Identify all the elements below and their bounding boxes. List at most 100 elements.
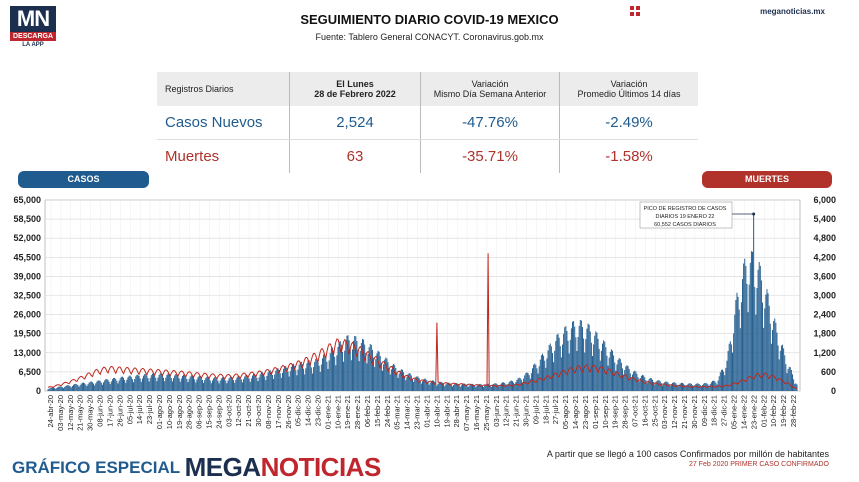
- x-tick-label: 12-oct-20: [234, 395, 243, 427]
- y-tick-left: 65,000: [13, 195, 41, 205]
- bar-casos: [679, 383, 681, 391]
- x-tick-label: 15-feb-21: [373, 395, 382, 427]
- bar-casos: [194, 379, 196, 391]
- bar-casos: [475, 387, 477, 391]
- bar-casos: [664, 382, 666, 391]
- bar-casos: [53, 387, 55, 391]
- bar-casos: [586, 328, 588, 391]
- bar-casos: [684, 384, 686, 391]
- x-tick-label: 23-mar-21: [413, 395, 422, 430]
- bar-casos: [775, 322, 777, 391]
- x-tick-label: 23-jul-20: [145, 395, 154, 424]
- bar-casos: [129, 375, 131, 391]
- bar-casos: [105, 379, 107, 391]
- bar-casos: [337, 346, 339, 391]
- bar-casos: [646, 383, 648, 391]
- bar-casos: [595, 331, 597, 391]
- bar-casos: [173, 378, 175, 391]
- bar-casos: [123, 377, 125, 391]
- bar-casos: [606, 355, 608, 391]
- bar-casos: [101, 384, 103, 391]
- bar-casos: [379, 356, 381, 391]
- x-tick-label: 10-ene-21: [333, 395, 342, 429]
- bar-casos: [583, 338, 585, 391]
- bar-casos: [404, 375, 406, 391]
- bar-casos: [121, 376, 123, 391]
- bar-casos: [309, 362, 311, 391]
- bar-casos: [447, 382, 449, 391]
- bar-casos: [574, 326, 576, 391]
- bar-casos: [237, 376, 239, 391]
- casos-label: Casos Nuevos: [157, 106, 290, 140]
- bar-casos: [526, 372, 528, 391]
- bar-casos: [367, 354, 369, 391]
- bar-casos: [407, 374, 409, 391]
- bar-casos: [281, 372, 283, 391]
- y-tick-left: 58,500: [13, 214, 41, 224]
- bar-casos: [480, 384, 482, 391]
- source-line: Fuente: Tablero General CONACYT. Coronav…: [315, 32, 544, 42]
- annotation-dot: [752, 212, 756, 216]
- bar-casos: [630, 378, 632, 391]
- bar-casos: [725, 367, 727, 391]
- bar-casos: [233, 380, 235, 391]
- bar-casos: [307, 360, 309, 391]
- bar-casos: [435, 383, 437, 391]
- bar-casos: [525, 373, 527, 391]
- bar-casos: [225, 380, 227, 391]
- bar-casos: [83, 382, 85, 391]
- bar-casos: [533, 364, 535, 391]
- bar-casos: [114, 377, 116, 391]
- bar-casos: [393, 363, 395, 391]
- bar-casos: [61, 387, 63, 391]
- bar-casos: [279, 373, 281, 391]
- bar-casos: [304, 374, 306, 391]
- bar-casos: [80, 383, 82, 391]
- bar-casos: [409, 373, 411, 391]
- bar-casos: [265, 380, 267, 391]
- bar-casos: [513, 382, 515, 391]
- line-muertes: [47, 253, 798, 390]
- bar-casos: [271, 374, 273, 391]
- bar-casos: [196, 379, 198, 391]
- x-tick-label: 24-abr-20: [46, 395, 55, 428]
- footer-brand: MEGANOTICIAS: [184, 452, 382, 482]
- bar-casos: [732, 352, 733, 391]
- y-tick-right: 2,400: [813, 310, 836, 320]
- bar-casos: [139, 378, 141, 391]
- bar-casos: [133, 382, 135, 391]
- bar-casos: [248, 378, 250, 391]
- bar-casos: [468, 385, 470, 391]
- logo-descarga[interactable]: DESCARGA: [10, 32, 56, 41]
- bar-casos: [483, 387, 485, 391]
- bar-casos: [399, 370, 401, 391]
- bar-casos: [569, 339, 571, 391]
- site-url[interactable]: meganoticias.mx: [760, 7, 825, 16]
- bar-casos: [391, 365, 393, 391]
- x-tick-label: 30-may-20: [86, 395, 95, 431]
- bar-casos: [588, 324, 590, 391]
- bar-casos: [444, 386, 446, 391]
- bar-casos: [188, 379, 190, 391]
- bar-casos: [587, 323, 589, 391]
- y-tick-right: 0: [831, 386, 836, 396]
- bar-casos: [534, 363, 536, 391]
- bar-casos: [333, 350, 335, 391]
- bar-casos: [544, 360, 546, 391]
- bar-casos: [490, 386, 492, 391]
- bar-casos: [67, 385, 69, 391]
- bar-casos: [649, 377, 651, 391]
- header-variacion-semana: Variación Mismo Día Semana Anterior: [420, 72, 560, 106]
- bar-casos: [763, 327, 765, 391]
- bar-casos: [700, 386, 702, 391]
- casos-value: 2,524: [289, 106, 421, 140]
- bar-casos: [128, 375, 130, 391]
- y-tick-right: 6,000: [813, 195, 836, 205]
- bar-casos: [637, 377, 639, 391]
- bar-casos: [70, 387, 72, 391]
- bar-casos: [331, 347, 333, 391]
- bar-casos: [305, 368, 307, 391]
- bar-casos: [466, 385, 468, 391]
- bar-casos: [670, 384, 672, 391]
- bar-casos: [153, 373, 155, 391]
